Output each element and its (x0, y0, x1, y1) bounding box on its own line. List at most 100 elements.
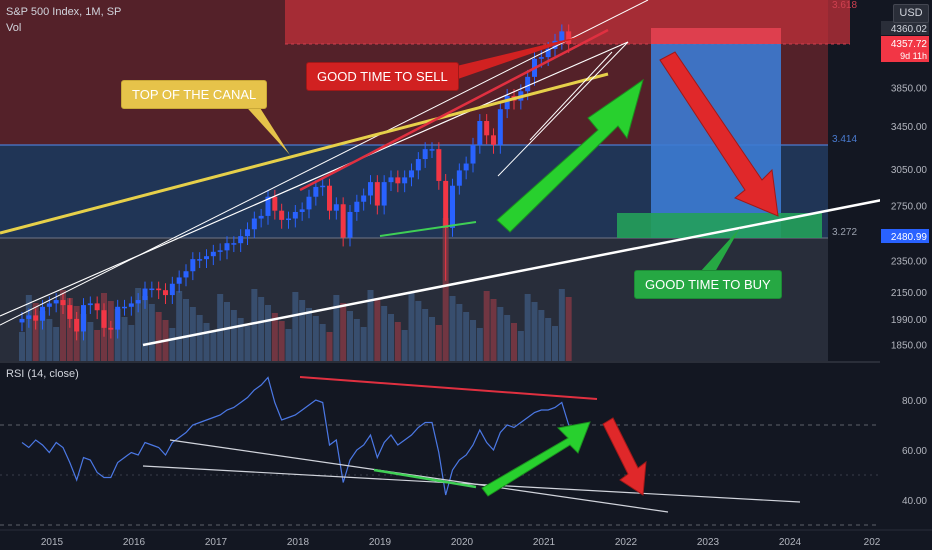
volume-bar (19, 332, 25, 362)
callout-good-time-to-sell: GOOD TIME TO SELL (306, 62, 459, 91)
callout-good-time-to-buy: GOOD TIME TO BUY (634, 270, 782, 299)
volume-bar (258, 297, 265, 362)
candle (231, 243, 237, 245)
volume-bar (196, 315, 203, 362)
divergence-red-line (299, 28, 609, 192)
candle (313, 186, 319, 197)
volume-bar (388, 314, 394, 362)
candle (333, 204, 339, 211)
volume-bar (360, 327, 367, 362)
volume-bar (422, 309, 429, 362)
candle (26, 315, 32, 319)
volume-bar (217, 294, 224, 362)
candle (183, 271, 189, 278)
time-tick: 2019 (369, 537, 392, 548)
candle (436, 149, 442, 181)
volume-bar (429, 317, 435, 362)
candle (156, 288, 162, 291)
rsi-divergence-green (373, 468, 477, 489)
volume-bar (558, 289, 565, 362)
volume-bar (87, 322, 94, 362)
candle (402, 177, 408, 184)
candle (210, 251, 216, 257)
buy-arrow-up (496, 78, 644, 233)
volume-bar (183, 299, 189, 362)
channel-upper-white (0, 41, 629, 317)
volume-bar (463, 312, 470, 362)
sell-pointer (440, 35, 585, 80)
channel-line-2 (0, 0, 649, 326)
volume-bar (483, 291, 490, 362)
price-tick: 3050.00 (891, 165, 928, 176)
price-tick: 1850.00 (891, 340, 928, 351)
volume-bar (476, 328, 483, 362)
volume-bar (340, 303, 347, 362)
volume-bar (381, 306, 388, 362)
volume-bar (347, 311, 353, 362)
time-tick: 2022 (615, 537, 638, 548)
candle (224, 243, 230, 251)
buy-pointer (700, 228, 740, 272)
volume-bar (319, 324, 326, 362)
candle (388, 177, 394, 183)
volume-bar (210, 331, 217, 362)
countdown-text: 9d 11h (900, 51, 927, 61)
canal-yellow-line (0, 72, 609, 235)
time-tick: 2024 (779, 537, 802, 548)
wedge-line-2 (529, 51, 613, 141)
candle (381, 182, 387, 206)
candle (327, 185, 332, 211)
candle (443, 180, 449, 228)
candle (415, 159, 421, 171)
candle (19, 318, 25, 323)
volume-bar (128, 325, 135, 362)
candle (409, 170, 414, 178)
candle (128, 303, 134, 307)
candle (497, 109, 503, 145)
candle (422, 149, 428, 160)
rsi-arrow-up (481, 421, 591, 497)
candle (81, 305, 86, 332)
volume-bar (271, 313, 278, 362)
volume-bar (374, 298, 381, 362)
candle (306, 196, 312, 210)
rsi-tick: 80.00 (902, 396, 927, 407)
volume-bar (511, 323, 517, 362)
volume-bar (490, 299, 497, 362)
volume-bar (265, 305, 271, 362)
volume-bar (39, 311, 46, 362)
volume-bar (148, 304, 155, 362)
candle (94, 303, 100, 311)
volume-bar (278, 321, 285, 362)
candle (197, 259, 203, 261)
volume-bar (32, 303, 39, 362)
rsi-support-line-2 (169, 439, 669, 513)
volume-bar (224, 302, 230, 362)
volume-bar (203, 323, 210, 362)
candle (559, 31, 565, 41)
price-badge-b-text: 4357.72 (891, 39, 928, 50)
price-scale (880, 0, 932, 550)
time-tick: 2020 (451, 537, 474, 548)
candle (176, 277, 182, 284)
candle (477, 121, 483, 145)
time-tick: 2023 (697, 537, 720, 548)
volume-bar (408, 293, 415, 362)
candle (217, 250, 223, 252)
position-green-box (617, 213, 822, 238)
volume-label: Vol (6, 22, 22, 34)
candle (545, 48, 551, 58)
candle (149, 288, 155, 291)
volume-bar (66, 298, 73, 362)
volume-bar (531, 302, 538, 362)
time-tick: 202 (864, 537, 881, 548)
currency-button[interactable]: USD (893, 4, 929, 23)
volume-bar (176, 291, 183, 362)
candle (286, 218, 291, 221)
callout-top-of-canal: TOP OF THE CANAL (121, 80, 268, 109)
volume-bar (94, 330, 101, 362)
rsi-divergence-red (299, 376, 598, 400)
candle (347, 211, 353, 238)
time-tick: 2017 (205, 537, 228, 548)
